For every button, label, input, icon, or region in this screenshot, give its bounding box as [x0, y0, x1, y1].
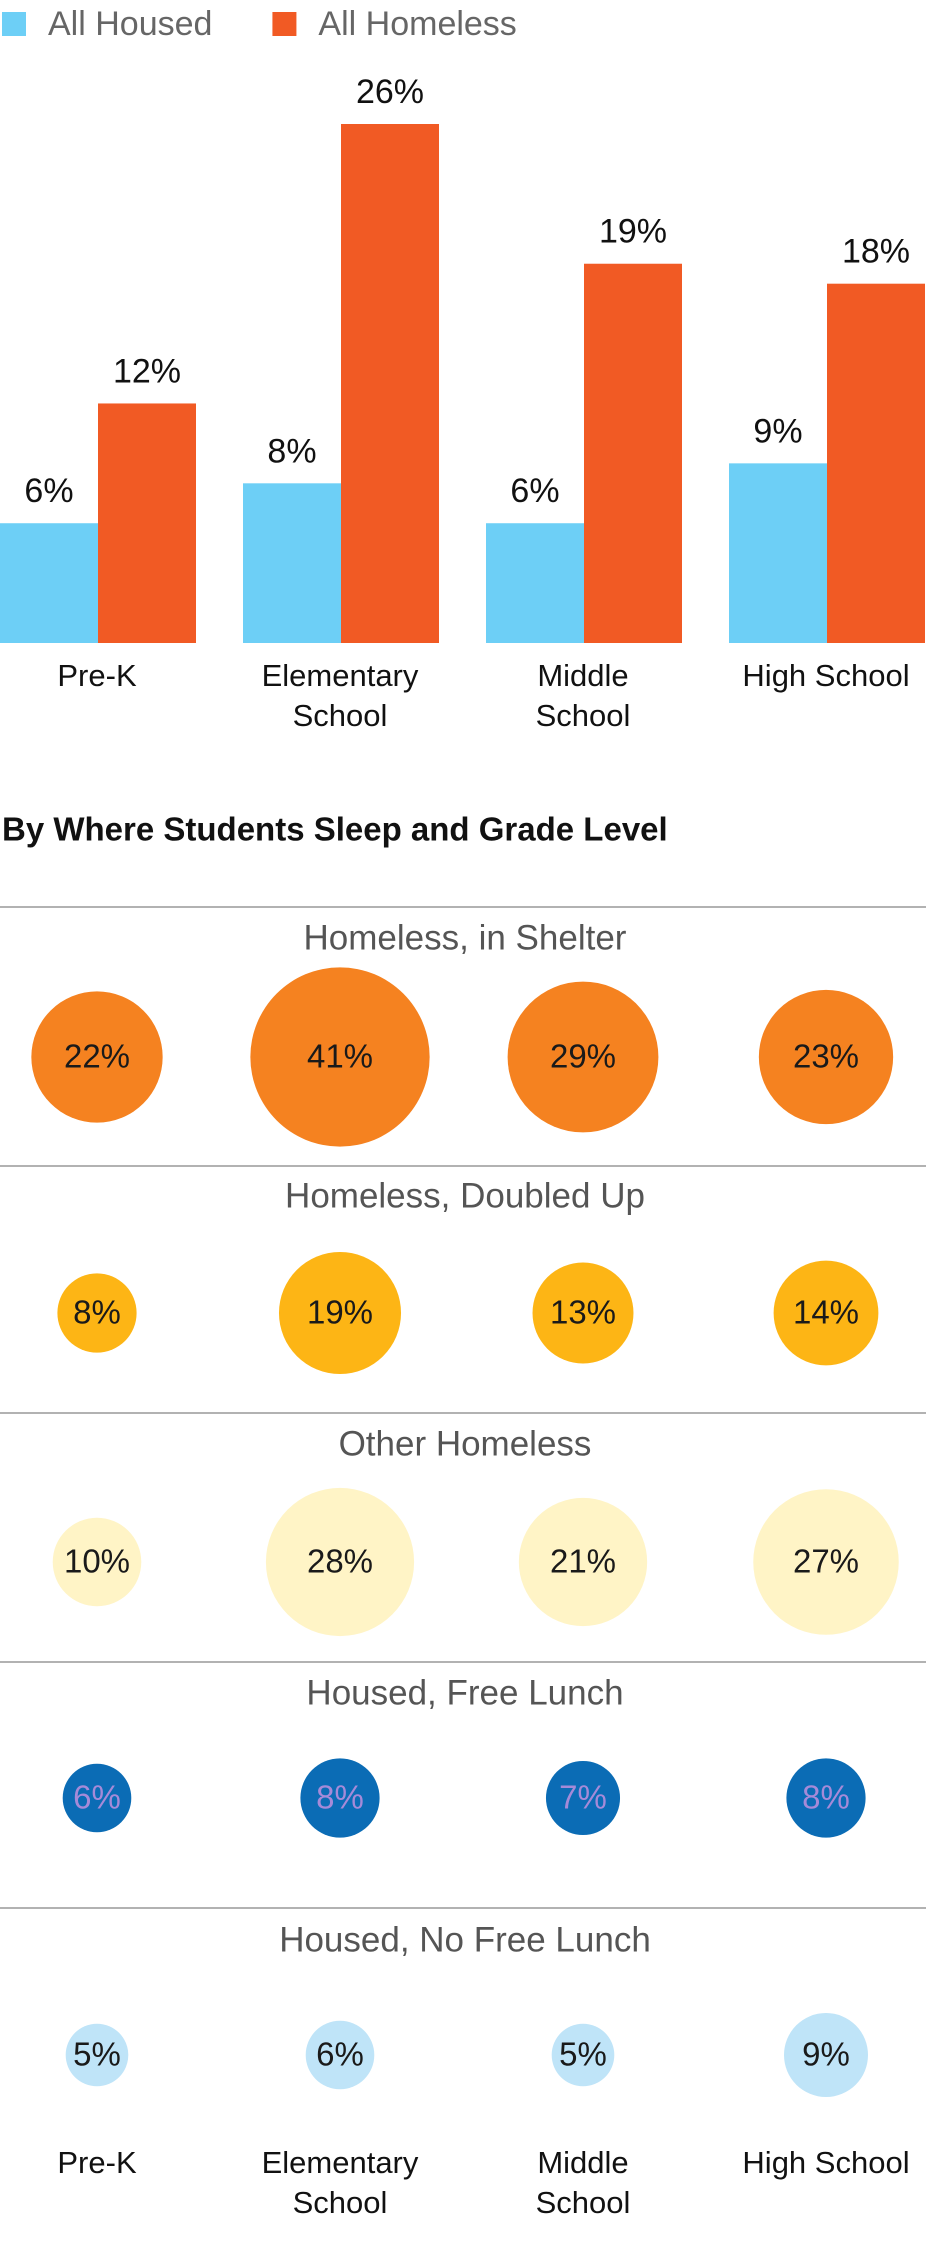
bar-value-label: 19%	[599, 213, 667, 251]
bubble	[507, 981, 659, 1133]
bubble	[773, 1260, 879, 1366]
bar	[0, 523, 98, 643]
x-tick-label: Pre-K	[57, 2145, 137, 2180]
bubble-label: 29%	[550, 1038, 616, 1075]
bar	[243, 483, 341, 643]
bubble	[278, 1251, 402, 1375]
bubble	[784, 2013, 868, 2097]
bubble-label: 23%	[793, 1038, 859, 1075]
bubble-label: 19%	[307, 1294, 373, 1331]
row-title: Homeless, Doubled Up	[285, 1176, 645, 1215]
bubble-label: 6%	[316, 2036, 364, 2073]
bubble-label: 22%	[64, 1038, 130, 1075]
x-tick-label: High School	[742, 658, 910, 693]
bubble	[300, 1758, 380, 1838]
row-title: Homeless, in Shelter	[304, 918, 627, 957]
bar-value-label: 6%	[510, 472, 559, 510]
bubble	[265, 1487, 415, 1637]
x-tick-label: Middle School	[535, 658, 631, 733]
bubble	[551, 2023, 615, 2087]
bubble	[250, 967, 430, 1147]
bubble	[532, 1262, 634, 1364]
bar-value-label: 18%	[842, 233, 910, 271]
row-title: Housed, Free Lunch	[306, 1673, 623, 1712]
bubble	[31, 991, 163, 1123]
bubble-label: 9%	[802, 2036, 850, 2073]
bubble-label: 8%	[316, 1779, 364, 1816]
x-tick-label: Elementary School	[261, 2145, 419, 2220]
x-tick-label: High School	[742, 2145, 910, 2180]
bubble-label: 7%	[559, 1779, 607, 1816]
bubble-label: 41%	[307, 1038, 373, 1075]
bubble-label: 5%	[73, 2036, 121, 2073]
bubble-label: 28%	[307, 1543, 373, 1580]
chart-subtitle: By Where Students Sleep and Grade Level	[2, 811, 668, 848]
row-title: Other Homeless	[339, 1424, 592, 1463]
legend-label: All Housed	[48, 5, 212, 43]
x-tick-label: Elementary School	[261, 658, 419, 733]
bubble-label: 10%	[64, 1543, 130, 1580]
legend-swatch	[2, 12, 26, 36]
legend-swatch	[272, 12, 297, 36]
bubble	[758, 989, 894, 1125]
bar	[729, 463, 827, 643]
bubble	[518, 1497, 648, 1627]
row-title: Housed, No Free Lunch	[279, 1920, 651, 1959]
bar	[341, 124, 439, 643]
bubble-label: 8%	[802, 1779, 850, 1816]
bar	[486, 523, 584, 643]
bubble-label: 5%	[559, 2036, 607, 2073]
bubble	[545, 1760, 621, 1836]
bubble	[62, 1763, 132, 1833]
x-tick-label: Middle School	[535, 2145, 631, 2220]
bubble	[57, 1273, 137, 1353]
bar-value-label: 26%	[356, 73, 424, 111]
bar-value-label: 6%	[24, 472, 73, 510]
bar-value-label: 8%	[267, 432, 316, 470]
x-tick-label: Pre-K	[57, 658, 137, 693]
bubble	[305, 2020, 375, 2090]
legend-label: All Homeless	[318, 5, 516, 43]
bar-value-label: 12%	[113, 352, 181, 390]
bubble	[52, 1517, 142, 1607]
bubble-label: 14%	[793, 1294, 859, 1331]
bubble	[786, 1758, 866, 1838]
bar	[584, 263, 682, 643]
bubble	[65, 2023, 129, 2087]
bubble-label: 21%	[550, 1543, 616, 1580]
bar	[98, 403, 196, 643]
bubble-label: 6%	[73, 1779, 121, 1816]
bubble-label: 8%	[73, 1294, 121, 1331]
bubble-label: 13%	[550, 1294, 616, 1331]
bar-value-label: 9%	[753, 412, 802, 450]
bubble	[753, 1489, 899, 1635]
bubble-label: 27%	[793, 1543, 859, 1580]
bar	[827, 283, 925, 643]
